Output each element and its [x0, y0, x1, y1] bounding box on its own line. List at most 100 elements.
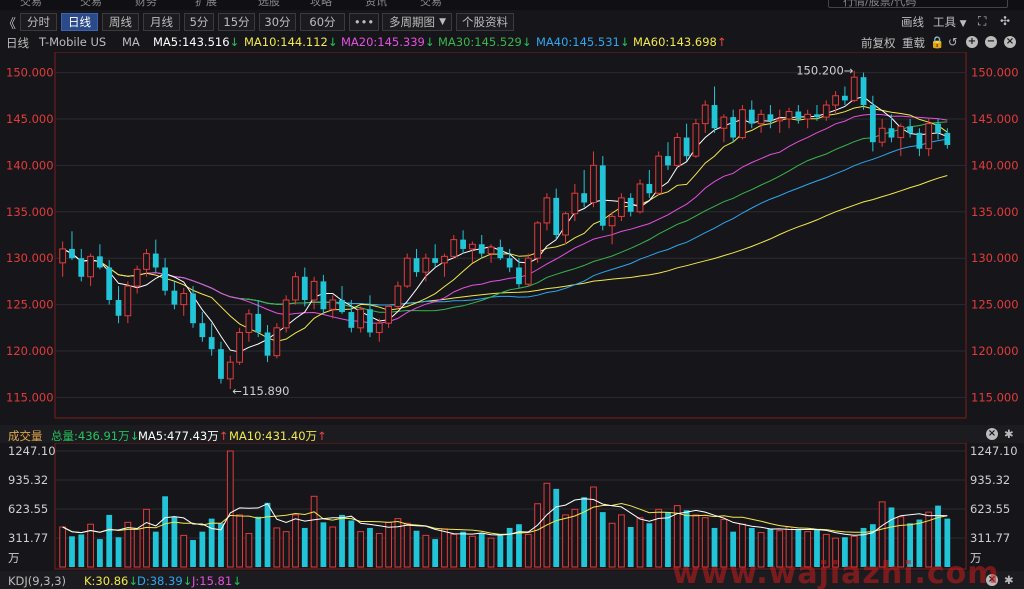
- price-annotations: 150.200→ ←115.890: [232, 64, 853, 398]
- settings-icon[interactable]: ✣: [1000, 14, 1011, 28]
- tab-period[interactable]: 15分: [218, 13, 255, 31]
- volume-bar-up: [180, 534, 188, 568]
- volume-bar-up: [832, 537, 839, 568]
- volume-axis: 1247.10 1247.10 935.32 935.32 623.55 623.55 31…: [8, 444, 1018, 545]
- draw-line-button[interactable]: 画线: [901, 15, 924, 29]
- candlestick-chart[interactable]: 150.000 145.000 140.000 135.000 130.000 125.0…: [0, 52, 1024, 425]
- volume-bar-down: [255, 516, 262, 567]
- tab-period[interactable]: 30分: [259, 13, 296, 31]
- price-tick-label: 125.000: [971, 298, 1019, 312]
- lock-icon[interactable]: 🔒: [930, 35, 945, 49]
- close-icon[interactable]: ×: [986, 428, 998, 440]
- menu-item[interactable]: 选股: [258, 0, 280, 8]
- volume-bar-down: [599, 512, 606, 567]
- ma30-value: MA30:145.529↓: [438, 35, 532, 49]
- candle-up: [180, 292, 188, 306]
- settings-icon[interactable]: ✱: [1004, 573, 1014, 587]
- volume-bar-up: [692, 514, 700, 568]
- volume-bar-down: [860, 527, 867, 567]
- volume-bar-up: [804, 531, 812, 568]
- caret-down-icon: ▼: [439, 17, 446, 27]
- candle-down: [646, 183, 653, 194]
- volume-chart[interactable]: 1247.10 1247.10 935.32 935.32 623.55 623.55 31…: [0, 443, 1024, 571]
- tab-period[interactable]: 月线: [143, 13, 180, 31]
- candle-down: [190, 293, 196, 324]
- overlay-button[interactable]: 重载: [902, 36, 925, 50]
- tab-period-active[interactable]: 日线: [61, 13, 98, 31]
- volume-tick-label: 311.77: [970, 531, 1010, 545]
- menu-item[interactable]: 交易: [420, 0, 442, 8]
- candle-down: [460, 239, 466, 249]
- price-tick-label: 120.000: [971, 344, 1019, 358]
- candle-up: [310, 280, 318, 301]
- tools-dropdown[interactable]: 工具 ▼: [933, 14, 967, 30]
- menu-item[interactable]: 财务: [135, 0, 157, 8]
- ma-info-bar: 日线 T-Mobile US MA MA5:143.516↓ MA10:144.…: [0, 33, 1024, 51]
- candle-down: [506, 258, 513, 268]
- fullscreen-icon[interactable]: ⛶: [978, 14, 987, 28]
- volume-bar-up: [124, 521, 132, 568]
- candle-up: [739, 109, 746, 139]
- volume-bar-down: [888, 507, 895, 567]
- volume-tick-label: 311.77: [8, 531, 48, 545]
- tab-period[interactable]: 周线: [102, 13, 139, 31]
- undo-icon[interactable]: ↺: [948, 35, 958, 49]
- minus-icon[interactable]: −: [985, 36, 997, 48]
- candle-up: [534, 222, 541, 259]
- close-icon[interactable]: ×: [986, 574, 998, 586]
- volume-bar-down: [106, 514, 113, 567]
- candle-down: [869, 105, 876, 143]
- add-icon[interactable]: +: [966, 36, 978, 48]
- menu-item[interactable]: 资讯: [365, 0, 387, 8]
- high-price-label: 150.200→: [796, 64, 854, 78]
- close-icon[interactable]: ×: [1004, 36, 1016, 48]
- candle-up: [701, 104, 709, 125]
- price-tick-label: 140.000: [6, 158, 54, 172]
- tab-period[interactable]: 分时: [20, 13, 57, 31]
- menu-item[interactable]: 扩展: [195, 0, 217, 8]
- volume-bar-up: [776, 530, 784, 568]
- volume-frame: [54, 443, 967, 570]
- candle-down: [348, 312, 355, 328]
- tab-period[interactable]: 5分: [184, 13, 214, 31]
- candle-up: [692, 123, 700, 157]
- candle-up: [441, 255, 448, 264]
- candle-down: [413, 258, 420, 273]
- settings-icon[interactable]: ✱: [1004, 427, 1014, 441]
- adjust-button[interactable]: 前复权: [861, 36, 896, 50]
- volume-bar-down: [171, 516, 178, 567]
- price-axis-right: 150.000 145.000 140.000 135.000 130.000 125.0…: [971, 66, 1019, 405]
- menu-item[interactable]: 攻略: [310, 0, 332, 8]
- volume-bar-up: [403, 522, 411, 568]
- back-button[interactable]: 《: [3, 17, 17, 32]
- candle-up: [450, 239, 458, 257]
- candle-down: [301, 276, 308, 300]
- search-input[interactable]: 行情/股票/代码: [828, 0, 1008, 8]
- volume-bar-down: [711, 527, 718, 567]
- candle-down: [730, 117, 737, 138]
- volume-bar-down: [748, 527, 755, 567]
- price-tick-label: 150.000: [971, 66, 1019, 80]
- ma40-line: [62, 138, 948, 306]
- volume-bar-down: [115, 537, 122, 567]
- candle-down: [208, 337, 215, 350]
- candle-up: [618, 197, 625, 217]
- candle-down: [683, 137, 690, 157]
- candle-down: [115, 299, 122, 316]
- volume-bar-up: [534, 503, 541, 568]
- candle-up: [273, 327, 281, 357]
- volume-bar-down: [413, 530, 420, 567]
- stock-profile-button[interactable]: 个股资料: [456, 13, 514, 31]
- price-tick-label: 120.000: [6, 344, 54, 358]
- menu-item[interactable]: 交易: [80, 0, 102, 8]
- menu-item[interactable]: 交易: [20, 0, 42, 8]
- multi-period-dropdown[interactable]: 多周期图 ▼: [382, 13, 452, 31]
- volume-header: 成交量 总量:436.91万↓ MA5:477.43万↑ MA10:431.40…: [0, 425, 1024, 443]
- tab-period[interactable]: 60分: [300, 13, 345, 31]
- volume-bar-down: [944, 518, 951, 567]
- volume-bar-up: [925, 511, 933, 568]
- volume-bar-down: [730, 531, 737, 567]
- more-periods-button[interactable]: •••: [349, 13, 379, 31]
- volume-total: 总量:436.91万↓: [51, 429, 140, 443]
- candle-down: [199, 323, 206, 338]
